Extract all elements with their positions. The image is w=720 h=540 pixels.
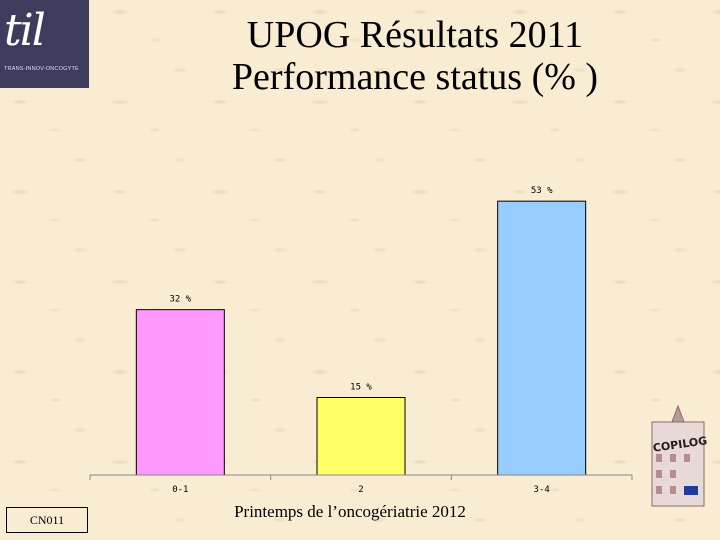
- logo-mark: til: [4, 5, 46, 56]
- slide-title: UPOG Résultats 2011 Performance status (…: [150, 14, 680, 98]
- x-tick-label-2: 2: [358, 485, 363, 495]
- x-tick-label-1: 0-1: [172, 485, 188, 495]
- x-tick-label-3: 3-4: [534, 485, 550, 495]
- data-label-1: 32 %: [169, 295, 191, 305]
- title-line-1: UPOG Résultats 2011: [246, 14, 584, 56]
- footer-code-box: CN011: [6, 507, 88, 533]
- data-label-2: 15 %: [350, 383, 372, 393]
- bar-2: [316, 397, 406, 476]
- footer-event-text: Printemps de l’oncogériatrie 2012: [234, 502, 466, 521]
- data-label-3: 53 %: [531, 186, 553, 196]
- til-logo: til TRANS-INNOV-ONCOGYTE: [0, 0, 89, 88]
- bar-3: [497, 200, 587, 476]
- title-line-2: Performance status (% ): [231, 56, 599, 98]
- copilog-badge: COPILOG: [651, 404, 708, 507]
- bar-1: [135, 309, 225, 476]
- logo-text: TRANS-INNOV-ONCOGYTE: [4, 66, 79, 72]
